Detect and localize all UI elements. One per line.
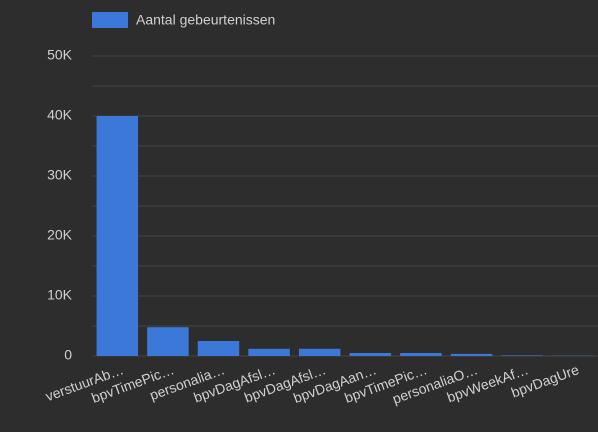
bar (501, 355, 543, 356)
y-tick-label: 30K (47, 167, 73, 183)
bar (147, 327, 189, 356)
bar (96, 116, 139, 356)
y-tick-label: 50K (47, 47, 73, 63)
bar (450, 353, 493, 356)
y-tick-label: 40K (47, 107, 73, 123)
bar (298, 348, 341, 356)
y-tick-label: 0 (64, 347, 72, 363)
legend-label: Aantal gebeurtenissen (136, 12, 275, 28)
legend-swatch (92, 12, 128, 28)
bar (248, 348, 290, 356)
bar (197, 341, 240, 356)
y-tick-label: 20K (47, 227, 73, 243)
y-tick-label: 10K (47, 287, 73, 303)
bar (349, 353, 392, 356)
bar (400, 353, 442, 356)
